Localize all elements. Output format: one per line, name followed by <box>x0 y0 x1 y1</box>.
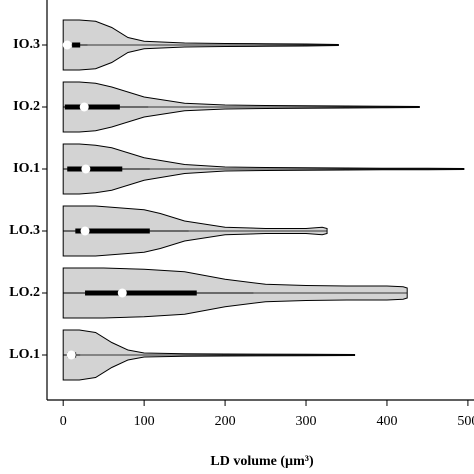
iqr-box <box>64 104 120 110</box>
category-label: LO.2 <box>9 285 40 300</box>
x-tick-label: 100 <box>134 414 155 429</box>
median-dot <box>66 350 76 360</box>
x-tick-label: 200 <box>215 414 236 429</box>
median-dot <box>81 164 91 174</box>
median-dot <box>62 40 72 50</box>
category-label: IO.1 <box>13 161 40 176</box>
iqr-box <box>75 228 150 234</box>
category-label: LO.3 <box>9 223 40 238</box>
x-tick-label: 500 <box>457 414 474 429</box>
iqr-box <box>67 166 123 172</box>
median-dot <box>117 288 127 298</box>
median-dot <box>79 102 89 112</box>
x-tick-label: 0 <box>60 414 67 429</box>
x-tick-label: 400 <box>376 414 397 429</box>
x-tick-label: 300 <box>296 414 317 429</box>
iqr-box <box>72 42 81 48</box>
x-axis-label: LD volume (µm³) <box>210 454 314 469</box>
median-dot <box>80 226 90 236</box>
iqr-box <box>85 290 197 296</box>
category-label: IO.2 <box>13 99 40 114</box>
category-label: IO.3 <box>13 37 40 52</box>
category-label: LO.1 <box>9 347 40 362</box>
